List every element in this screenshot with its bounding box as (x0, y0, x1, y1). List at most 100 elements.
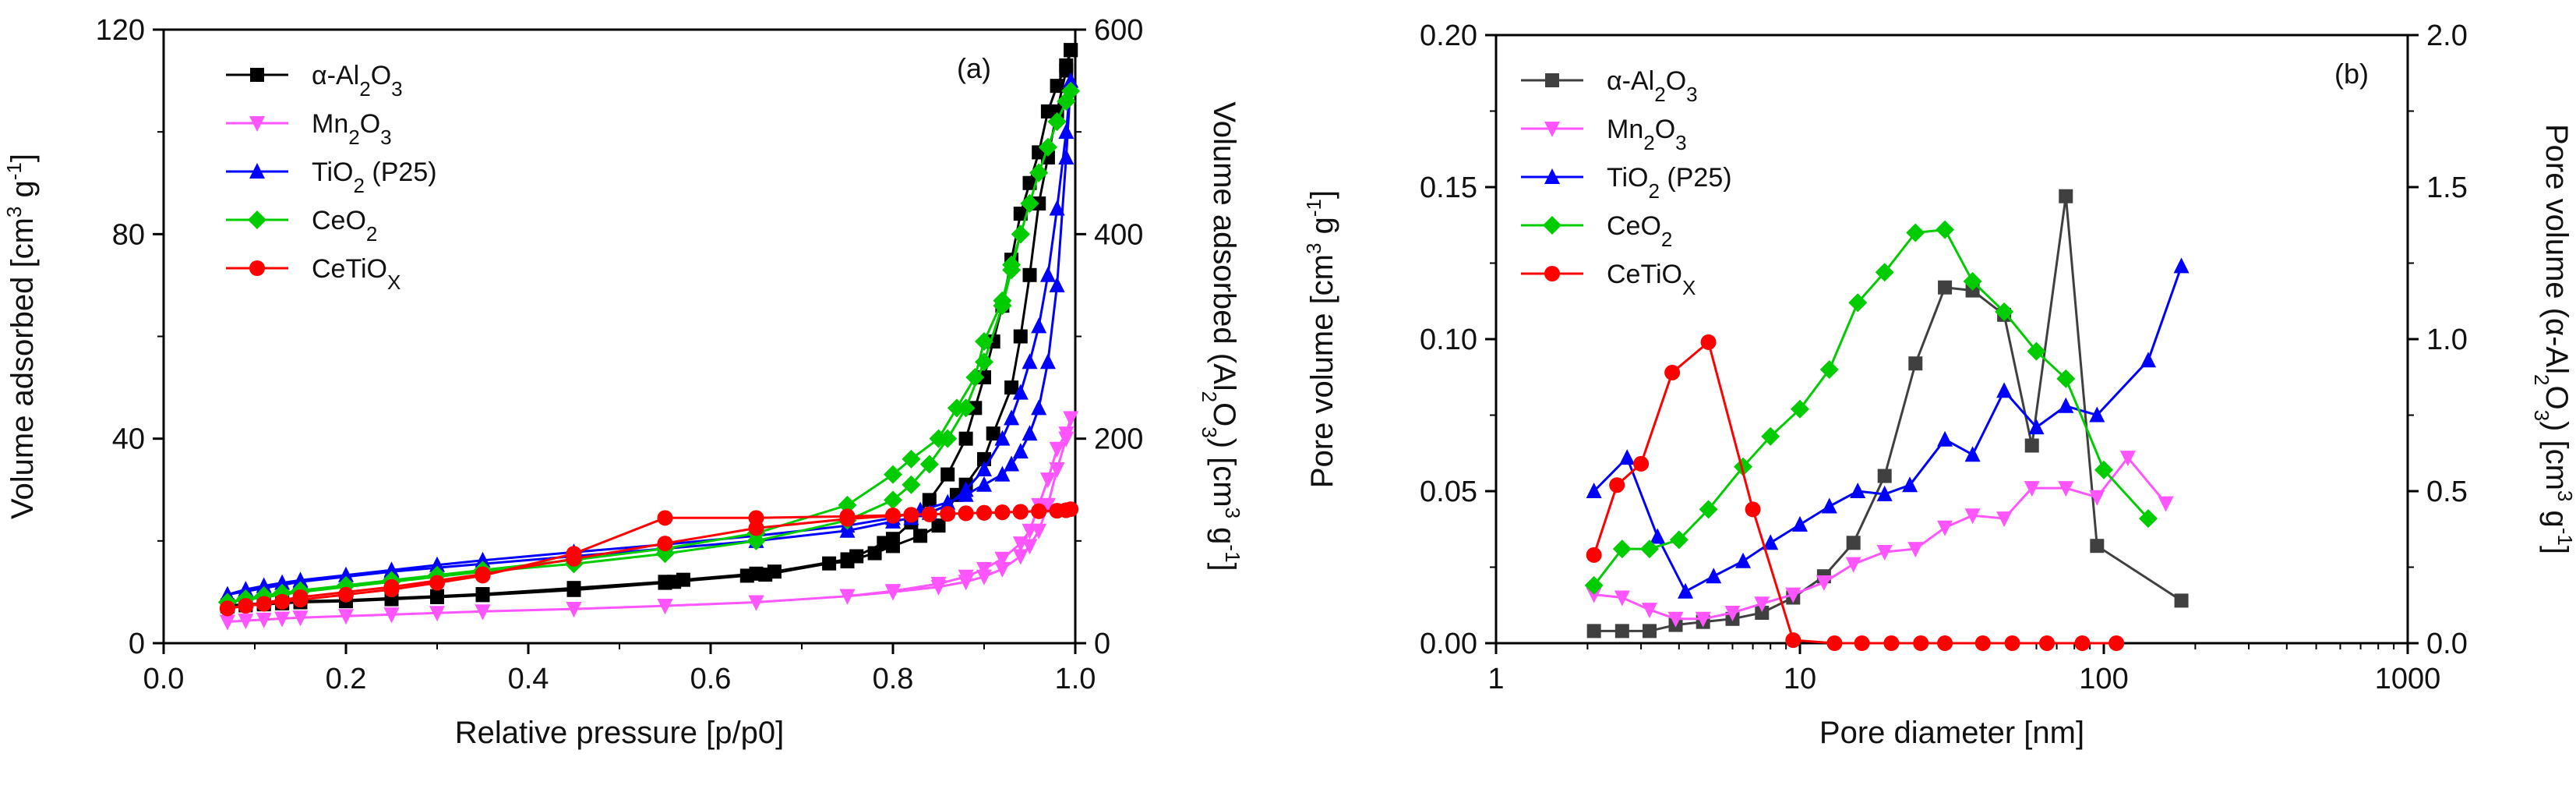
data-point (1700, 334, 1717, 350)
data-point (1821, 497, 1837, 514)
data-point (1735, 552, 1752, 568)
data-point (1031, 503, 1047, 519)
y-axis-title-right: Pore volume (α-Al2O3) [cm3 g-1] (2530, 124, 2576, 554)
data-point (2089, 490, 2105, 506)
data-point (1791, 399, 1809, 419)
data-point (292, 573, 309, 589)
legend-label: CeO2 (312, 206, 377, 246)
data-point (475, 587, 490, 602)
data-point (746, 531, 766, 550)
data-point (338, 566, 354, 582)
y-tick-label-right: 0 (1094, 628, 1110, 660)
data-point (1763, 534, 1779, 550)
y-tick-label-left: 0.05 (1420, 476, 1477, 508)
data-point (383, 607, 400, 624)
data-point (748, 595, 764, 611)
data-point (292, 589, 309, 605)
data-point (274, 574, 291, 590)
data-point (2119, 451, 2136, 467)
data-point (1614, 624, 1629, 639)
data-point (1845, 557, 1861, 573)
data-point (566, 581, 581, 596)
data-point (839, 589, 856, 605)
legend-label: CeO2 (1607, 211, 1672, 251)
data-point (1031, 399, 1047, 416)
data-point (338, 586, 354, 603)
data-point (1586, 587, 1602, 603)
data-point (1755, 606, 1770, 620)
data-point (1650, 528, 1666, 544)
data-point (1734, 457, 1753, 476)
data-point (1761, 426, 1780, 446)
data-point (1875, 263, 1894, 282)
data-point (1586, 483, 1602, 498)
data-point (958, 575, 974, 591)
data-point (1619, 449, 1636, 465)
data-point (994, 465, 1011, 482)
data-point (338, 609, 354, 625)
data-point (475, 566, 491, 582)
data-point (1063, 72, 1079, 88)
data-point (1022, 353, 1038, 370)
data-point (1586, 624, 1601, 639)
data-point (2058, 481, 2074, 497)
data-point (1020, 193, 1039, 213)
data-point (1057, 91, 1076, 111)
data-point (1664, 364, 1681, 380)
data-point (1913, 635, 1929, 651)
data-point (1907, 542, 1924, 558)
legend-label: Mn2O3 (312, 109, 392, 149)
data-point (1846, 536, 1861, 550)
data-point (940, 467, 955, 482)
legend-label: CeTiOX (1607, 260, 1696, 299)
y-tick-label-right: 0.5 (2426, 476, 2468, 508)
data-point (430, 589, 444, 603)
data-point (1586, 547, 1602, 563)
data-point (1678, 582, 1694, 599)
data-point (976, 461, 992, 477)
data-point (292, 610, 309, 627)
legend-marker (1544, 122, 1560, 137)
data-point (1964, 446, 1981, 462)
data-point (1004, 380, 1019, 395)
y-axis-title-left: Volume adsorbed [cm3 g-1] (2, 154, 40, 519)
data-point (1004, 409, 1020, 426)
data-point (1877, 469, 1892, 483)
chart-panel-a: 0.0 0.2 0.4 0.6 0.8 1.0040801200200400600Rela… (2, 14, 1244, 750)
y-tick-label-left: 0.00 (1420, 628, 1477, 660)
data-point (1022, 539, 1038, 555)
series-Mn2O3 (219, 411, 1079, 631)
data-point (1012, 549, 1029, 565)
data-point (1013, 207, 1028, 221)
data-point (2173, 257, 2190, 274)
data-point (839, 522, 856, 538)
data-point (219, 600, 235, 617)
data-point (958, 481, 974, 497)
data-point (1058, 123, 1075, 140)
legend-marker (250, 68, 264, 82)
legend-marker (249, 260, 265, 276)
data-point (383, 578, 400, 595)
data-point (1902, 476, 1918, 493)
y-tick-label-left: 0 (129, 628, 145, 660)
data-point (1064, 43, 1078, 58)
data-point (1584, 575, 1604, 595)
data-point (930, 579, 947, 596)
data-point (1031, 523, 1047, 539)
data-point (1792, 515, 1808, 532)
data-point (2059, 189, 2073, 203)
data-point (2074, 635, 2091, 651)
data-point (2024, 481, 2040, 497)
data-point (2138, 509, 2158, 529)
data-point (1609, 477, 1625, 493)
data-point (1996, 382, 2013, 398)
data-point (975, 352, 993, 372)
data-point (238, 614, 254, 630)
data-point (1049, 503, 1065, 519)
legend-label: α-Al2O3 (312, 61, 403, 101)
data-point (903, 507, 919, 523)
data-point (2004, 635, 2020, 651)
series-TiO2 (P25) (1586, 257, 2190, 599)
data-point (1039, 266, 1056, 282)
data-point (1642, 603, 1658, 619)
